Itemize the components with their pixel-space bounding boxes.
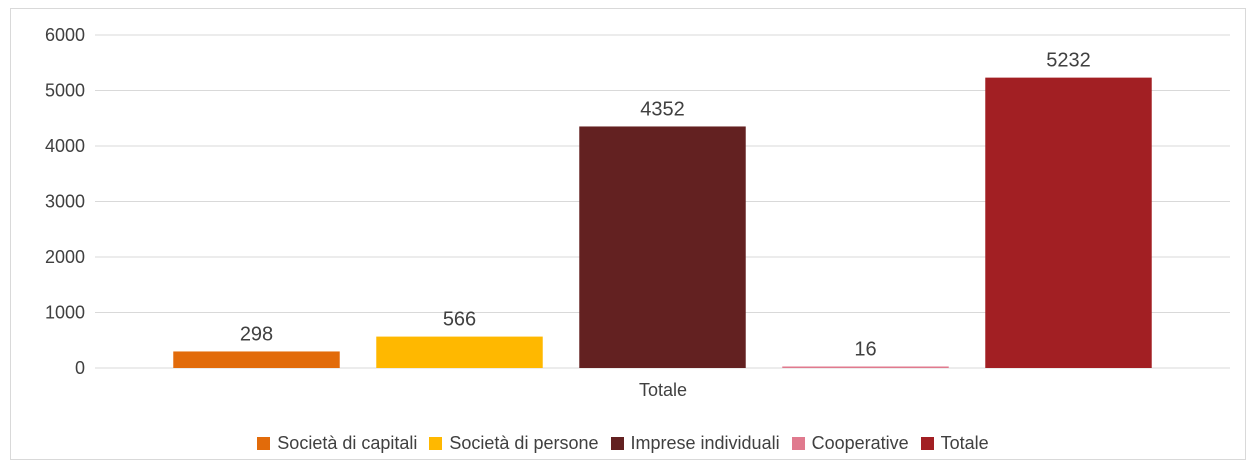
y-tick-label: 0 <box>75 358 85 378</box>
y-tick-label: 3000 <box>45 192 85 212</box>
y-tick-label: 2000 <box>45 247 85 267</box>
legend-label: Imprese individuali <box>630 433 780 453</box>
y-tick-label: 4000 <box>45 136 85 156</box>
y-tick-label: 6000 <box>45 25 85 45</box>
legend-label: Totale <box>940 433 989 453</box>
legend-label: Società di persone <box>449 433 599 453</box>
y-tick-label: 5000 <box>45 81 85 101</box>
legend-swatch <box>610 437 624 450</box>
legend-item: Totale <box>920 433 989 454</box>
bar <box>376 336 543 368</box>
legend-label: Cooperative <box>811 433 909 453</box>
legend-item: Imprese individuali <box>610 433 780 454</box>
bar-chart: 0 1000 2000 3000 4000 5000 6000 298 566 4352 16 52… <box>45 25 1230 400</box>
bars <box>173 77 1152 369</box>
bar <box>782 366 949 368</box>
data-label: 566 <box>443 309 476 331</box>
bar <box>985 77 1152 369</box>
legend-swatch <box>920 437 934 450</box>
legend-swatch <box>429 437 443 450</box>
x-category-label: Totale <box>639 380 687 400</box>
legend-swatch <box>257 437 271 450</box>
data-labels: 298 566 4352 16 5232 <box>240 50 1091 361</box>
data-label: 4352 <box>640 98 685 120</box>
data-label: 298 <box>240 323 273 345</box>
data-label: 16 <box>854 339 876 361</box>
legend-item: Società di persone <box>429 433 599 454</box>
legend-item: Società di capitali <box>257 433 417 454</box>
legend: Società di capitali Società di persone I… <box>0 433 1246 454</box>
bar <box>173 351 340 368</box>
y-tick-label: 1000 <box>45 303 85 323</box>
legend-label: Società di capitali <box>277 433 418 453</box>
bar <box>579 126 746 369</box>
y-axis: 0 1000 2000 3000 4000 5000 6000 <box>45 25 85 378</box>
data-label: 5232 <box>1046 50 1091 72</box>
legend-item: Cooperative <box>791 433 909 454</box>
legend-swatch <box>791 437 805 450</box>
